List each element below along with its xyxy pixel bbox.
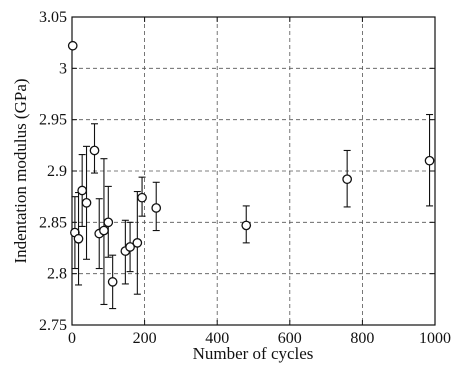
x-tick-label: 200	[133, 330, 157, 347]
x-tick-label: 600	[278, 330, 302, 347]
y-tick-label: 2.75	[39, 317, 67, 334]
y-tick-label: 3.05	[39, 9, 67, 26]
y-tick-label: 3	[59, 60, 67, 77]
x-tick-label: 0	[68, 330, 76, 347]
data-point	[342, 174, 353, 185]
data-point	[77, 185, 88, 196]
data-point	[103, 217, 114, 228]
x-tick-label: 1000	[419, 330, 451, 347]
y-tick-label: 2.85	[39, 214, 67, 231]
x-tick-label: 400	[205, 330, 229, 347]
data-point	[73, 233, 84, 244]
grid	[72, 17, 435, 325]
data-points	[67, 40, 435, 310]
data-point	[67, 40, 78, 51]
data-point	[107, 277, 118, 287]
data-point	[89, 145, 100, 156]
data-point	[137, 192, 147, 203]
y-tick-label: 2.8	[47, 266, 67, 283]
data-point	[241, 220, 252, 231]
y-tick-label: 2.9	[47, 163, 67, 180]
ticks: 0 200 400 600 800 1000 2.75 2.8 2.85 2.9 2.95 3 3.05	[39, 9, 451, 347]
data-point	[132, 238, 143, 248]
x-tick-label: 800	[350, 330, 374, 347]
x-axis-label: Number of cycles	[193, 344, 314, 363]
data-point	[81, 197, 92, 208]
data-point	[151, 203, 162, 213]
y-tick-label: 2.95	[39, 112, 67, 129]
data-point	[125, 242, 135, 252]
data-point	[99, 225, 109, 236]
y-axis-label: Indentation modulus (GPa)	[11, 78, 30, 263]
data-point	[424, 155, 435, 166]
